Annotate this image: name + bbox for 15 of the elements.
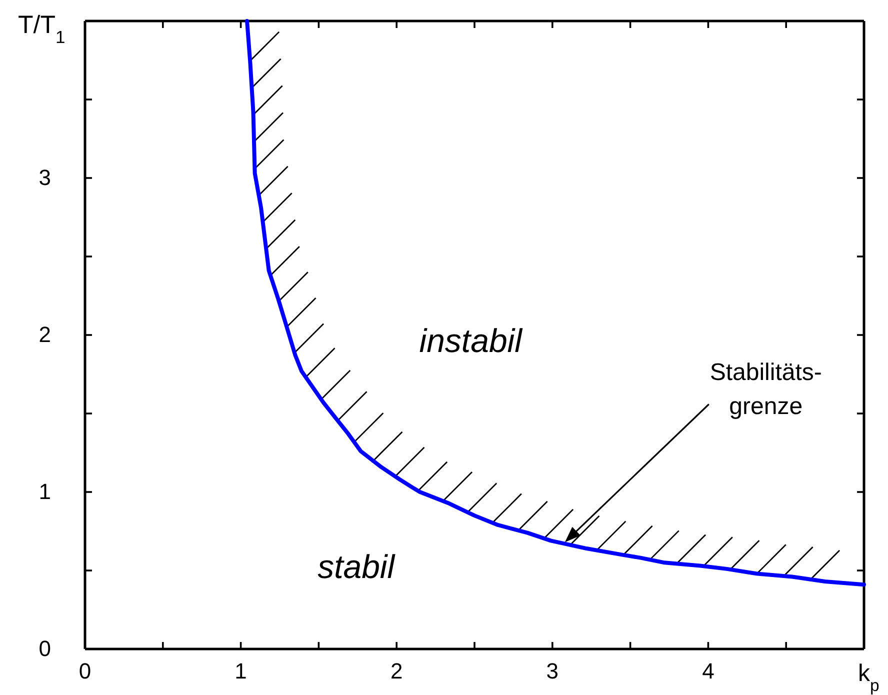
- x-tick-label: 3: [546, 658, 559, 684]
- x-tick-label: 1: [234, 658, 247, 684]
- y-tick-label: 0: [38, 636, 51, 662]
- annotation: stabil: [318, 548, 396, 586]
- annotation: Stabilitäts- grenze: [710, 359, 822, 420]
- x-tick-label: 2: [390, 658, 403, 684]
- annotation: instabil: [419, 322, 524, 359]
- x-axis-title: k$_{p}$: [858, 660, 880, 694]
- x-tick-label: 4: [702, 658, 714, 684]
- y-tick-label: 2: [38, 322, 51, 348]
- y-tick-label: 3: [38, 165, 51, 190]
- y-axis-title: T/T$_{1}$: [18, 11, 66, 47]
- y-tick-label: 1: [38, 479, 51, 504]
- line-series: [245, 19, 866, 587]
- x-tick-label: 0: [78, 658, 92, 684]
